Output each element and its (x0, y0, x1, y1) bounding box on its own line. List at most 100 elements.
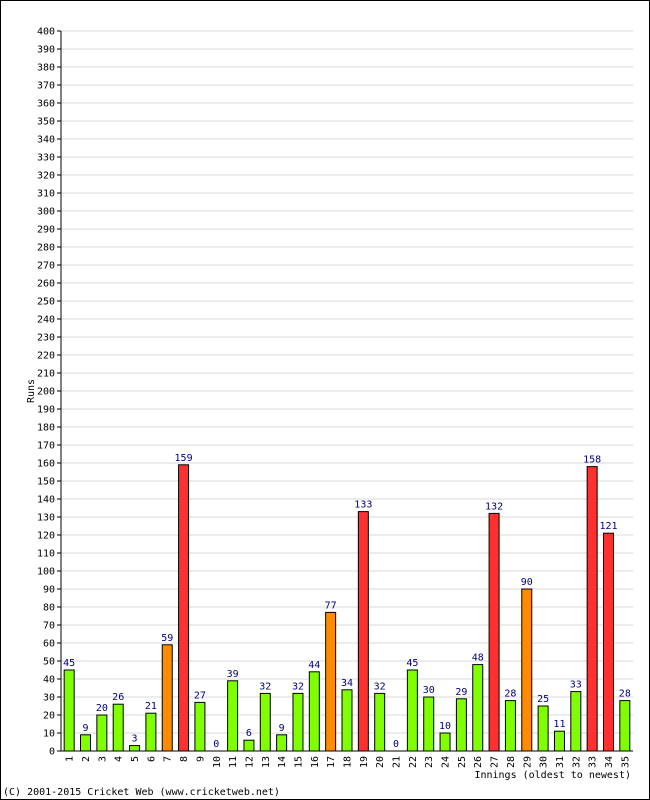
data-label: 30 (423, 685, 435, 696)
bar (243, 739, 255, 752)
data-label: 25 (537, 694, 549, 705)
data-label: 45 (63, 658, 75, 669)
bar (96, 714, 108, 752)
bar (488, 512, 500, 752)
y-tick-label: 330 (37, 153, 55, 164)
y-tick-label: 360 (37, 99, 55, 110)
bar (423, 696, 435, 752)
x-tick-label: 28 (506, 756, 517, 768)
data-label: 45 (406, 658, 418, 669)
data-label: 59 (161, 633, 173, 644)
x-tick-label: 19 (359, 756, 370, 768)
y-axis-title: Runs (26, 379, 37, 403)
y-tick-label: 210 (37, 369, 55, 380)
x-tick-label: 7 (163, 756, 174, 762)
bar (341, 689, 353, 752)
x-tick-label: 11 (228, 756, 239, 768)
y-tick-label: 230 (37, 333, 55, 344)
data-label: 26 (112, 692, 124, 703)
data-label: 3 (132, 734, 138, 745)
x-tick-label: 22 (408, 756, 419, 768)
y-tick-label: 60 (43, 639, 55, 650)
data-label: 27 (194, 690, 206, 701)
bar (455, 698, 467, 752)
x-tick-label: 8 (179, 756, 190, 762)
x-tick-label: 32 (571, 756, 582, 768)
bar (80, 734, 92, 752)
copyright-footer: (C) 2001-2015 Cricket Web (www.cricketwe… (3, 787, 280, 798)
y-tick-label: 260 (37, 279, 55, 290)
data-label: 48 (472, 653, 484, 664)
data-label: 132 (485, 501, 503, 512)
y-tick-label: 90 (43, 585, 55, 596)
y-tick-label: 190 (37, 405, 55, 416)
x-tick-label: 31 (555, 756, 566, 768)
y-tick-label: 390 (37, 45, 55, 56)
x-tick-label: 14 (277, 756, 288, 768)
data-label: 32 (292, 681, 304, 692)
x-tick-label: 15 (293, 756, 304, 768)
x-tick-label: 26 (473, 756, 484, 768)
y-tick-label: 150 (37, 477, 55, 488)
data-label: 20 (96, 703, 108, 714)
data-label: 158 (583, 455, 601, 466)
data-label: 9 (279, 723, 285, 734)
bar (63, 669, 75, 752)
bar (276, 734, 288, 752)
y-tick-label: 70 (43, 621, 55, 632)
data-label: 6 (246, 728, 252, 739)
data-label: 39 (227, 669, 239, 680)
data-label: 11 (553, 719, 565, 730)
bar (194, 701, 206, 752)
data-label: 33 (570, 680, 582, 691)
x-tick-labels: 1 2 3 4 5 6 7 8 9 10 11 12 13 14 15 16 17 18 19 20 21 22 23 24 2… (65, 756, 632, 768)
bar (357, 511, 369, 752)
bar (374, 692, 386, 752)
data-label: 32 (374, 681, 386, 692)
x-tick-label: 2 (81, 756, 92, 762)
x-tick-label: 12 (244, 756, 255, 768)
data-label: 77 (325, 600, 337, 611)
x-tick-label: 30 (539, 756, 550, 768)
y-tick-label: 110 (37, 549, 55, 560)
x-tick-label: 24 (441, 756, 452, 768)
x-tick-label: 17 (326, 756, 337, 768)
bar (227, 680, 239, 752)
bar (145, 712, 157, 752)
y-tick-label: 340 (37, 135, 55, 146)
y-tick-label: 270 (37, 261, 55, 272)
y-tick-label: 140 (37, 495, 55, 506)
data-label: 32 (259, 681, 271, 692)
data-label: 133 (354, 500, 372, 511)
y-tick-label: 380 (37, 63, 55, 74)
data-label: 21 (145, 701, 157, 712)
y-tick-label: 240 (37, 315, 55, 326)
y-tick-label: 130 (37, 513, 55, 524)
y-tick-label: 310 (37, 189, 55, 200)
bar (259, 692, 271, 752)
bar (570, 691, 582, 752)
x-tick-label: 10 (212, 756, 223, 768)
x-tick-label: 1 (65, 756, 76, 762)
y-tick-labels: 0 10 20 30 40 50 60 70 80 90 100 110 120 130 140 150 160… (37, 27, 55, 758)
y-tick-label: 160 (37, 459, 55, 470)
y-tick-label: 40 (43, 675, 55, 686)
data-label: 10 (439, 721, 451, 732)
x-tick-label: 3 (97, 756, 108, 762)
bar (161, 644, 173, 752)
y-tick-label: 350 (37, 117, 55, 128)
x-tick-label: 20 (375, 756, 386, 768)
bar (325, 611, 337, 752)
x-tick-label: 35 (620, 756, 631, 768)
bar (178, 464, 190, 752)
y-tick-label: 80 (43, 603, 55, 614)
data-label: 28 (504, 689, 516, 700)
y-tick-label: 170 (37, 441, 55, 452)
x-tick-label: 5 (130, 756, 141, 762)
y-tick-label: 20 (43, 711, 55, 722)
data-label: 44 (308, 660, 320, 671)
x-tick-label: 13 (261, 756, 272, 768)
y-tick-label: 250 (37, 297, 55, 308)
x-tick-label: 29 (522, 756, 533, 768)
x-tick-label: 25 (457, 756, 468, 768)
